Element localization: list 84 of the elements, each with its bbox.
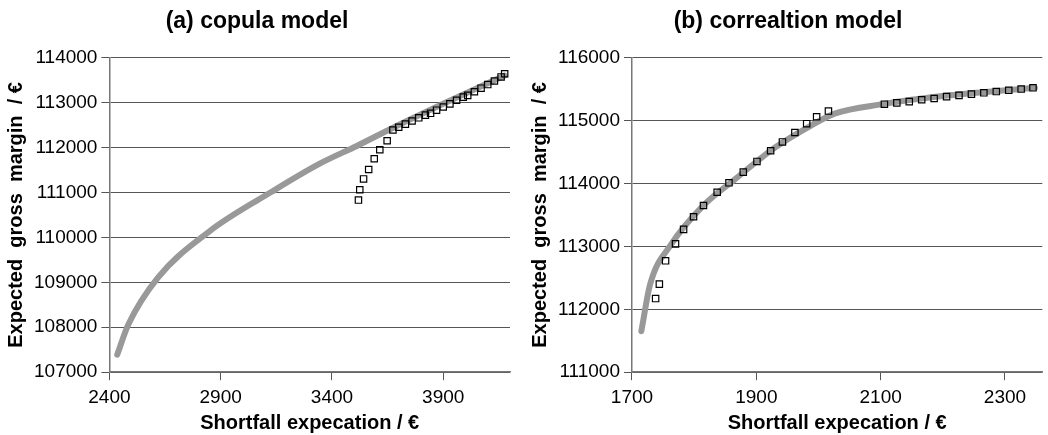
y-tick-label: 113000 xyxy=(35,90,98,112)
point xyxy=(500,70,509,78)
point xyxy=(766,146,775,155)
point xyxy=(354,196,363,204)
point xyxy=(699,201,708,210)
y-tick-label: 114000 xyxy=(557,171,620,193)
point xyxy=(1004,86,1013,95)
point xyxy=(824,107,833,115)
point xyxy=(955,91,963,100)
y-tick-label: 107000 xyxy=(34,360,98,382)
y-tick-label: 114000 xyxy=(35,45,98,67)
point xyxy=(651,294,660,303)
point xyxy=(778,138,787,146)
point xyxy=(470,87,479,96)
x-tick-label: 3900 xyxy=(422,385,465,407)
point xyxy=(370,154,379,163)
y-tick-label: 111000 xyxy=(36,180,98,202)
y-tick-label: 112000 xyxy=(557,297,620,319)
chart-title: (a) copula model xyxy=(165,7,349,34)
y-axis-title: Expected gross margin / € xyxy=(527,82,550,348)
y-tick-label: 110000 xyxy=(35,225,98,247)
point xyxy=(967,90,976,98)
point xyxy=(459,93,468,101)
x-tick-label: 2400 xyxy=(88,385,131,407)
point xyxy=(463,91,472,100)
y-tick-label: 112000 xyxy=(35,135,98,157)
x-tick-label: 2300 xyxy=(983,385,1027,407)
point xyxy=(401,120,410,128)
point xyxy=(655,280,664,288)
y-tick-label: 111000 xyxy=(559,360,620,382)
point xyxy=(432,106,441,114)
chart-title: (b) correaltion model xyxy=(673,7,903,34)
point xyxy=(671,240,680,248)
point xyxy=(802,119,811,128)
point xyxy=(980,89,988,97)
y-tick-label: 109000 xyxy=(34,270,98,292)
x-tick-label: 2900 xyxy=(199,385,242,407)
point xyxy=(725,179,733,187)
y-axis-title: Expected gross margin / € xyxy=(3,82,26,348)
y-tick-label: 108000 xyxy=(34,315,98,337)
y-tick-label: 116000 xyxy=(557,45,620,67)
point xyxy=(359,175,368,183)
point xyxy=(490,77,499,85)
point xyxy=(930,94,938,103)
x-axis-title: Shortfall expecation / € xyxy=(200,410,420,433)
point xyxy=(389,126,397,134)
point xyxy=(917,95,926,104)
point xyxy=(376,145,384,154)
point xyxy=(383,136,391,145)
point xyxy=(1017,85,1025,93)
point xyxy=(421,111,430,119)
point xyxy=(992,87,1001,96)
point xyxy=(661,257,670,265)
point xyxy=(426,109,435,118)
point xyxy=(414,114,423,122)
point xyxy=(394,123,403,132)
x-axis-title: Shortfall expecation / € xyxy=(727,410,947,433)
point xyxy=(497,73,505,81)
point xyxy=(689,213,698,221)
point xyxy=(679,225,688,234)
point xyxy=(713,188,721,197)
point xyxy=(905,97,914,106)
point xyxy=(753,157,761,166)
x-tick-label: 1700 xyxy=(610,385,654,407)
y-tick-label: 113000 xyxy=(557,234,620,256)
point xyxy=(880,100,889,108)
point xyxy=(893,99,901,107)
point xyxy=(477,84,485,92)
point xyxy=(791,128,799,137)
x-tick-label: 1900 xyxy=(735,385,778,407)
point xyxy=(446,100,454,108)
point xyxy=(1029,84,1037,92)
point xyxy=(439,103,448,111)
point xyxy=(942,92,951,101)
point xyxy=(408,117,416,125)
y-tick-label: 115000 xyxy=(557,108,620,130)
point xyxy=(364,165,373,174)
point xyxy=(452,96,461,105)
point xyxy=(739,168,748,176)
point xyxy=(812,112,821,121)
point xyxy=(483,80,492,89)
x-tick-label: 2100 xyxy=(859,385,902,407)
point xyxy=(355,185,364,194)
x-tick-label: 3400 xyxy=(310,385,354,407)
